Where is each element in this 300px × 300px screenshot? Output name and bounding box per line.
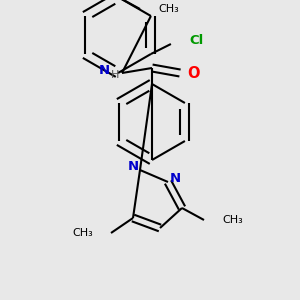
Text: N: N — [128, 160, 139, 173]
Text: CH₃: CH₃ — [72, 228, 93, 238]
Text: H: H — [111, 70, 119, 80]
Text: Cl: Cl — [189, 34, 203, 47]
Text: O: O — [188, 65, 200, 80]
Text: CH₃: CH₃ — [158, 4, 179, 14]
Text: N: N — [169, 172, 181, 185]
Text: N: N — [98, 64, 110, 76]
Text: CH₃: CH₃ — [222, 215, 243, 225]
